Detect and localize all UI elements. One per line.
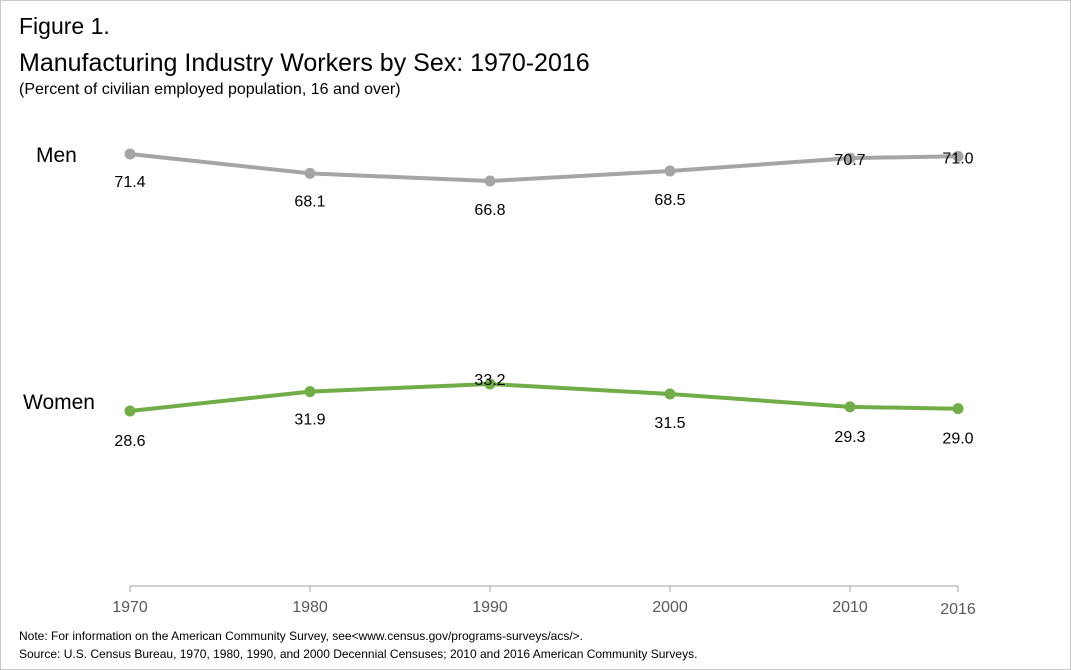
data-label-women: 29.0	[942, 431, 973, 448]
data-point-men	[664, 165, 676, 177]
data-label-men: 71.0	[942, 150, 973, 167]
x-tick-label: 2000	[652, 599, 688, 616]
series-label-men: Men	[36, 144, 77, 167]
data-label-men: 71.4	[114, 174, 145, 191]
data-label-women: 31.9	[294, 412, 325, 429]
series-label-women: Women	[23, 391, 95, 414]
data-label-men: 70.7	[834, 152, 865, 169]
data-point-women	[664, 388, 676, 400]
data-label-men: 68.5	[654, 192, 685, 209]
x-tick-label: 2016	[940, 601, 976, 618]
data-point-women	[484, 378, 496, 390]
figure-label: Figure 1.	[19, 13, 110, 39]
series-line-women	[129, 382, 959, 413]
x-tick-label: 1970	[112, 599, 148, 616]
data-label-men: 66.8	[474, 202, 505, 219]
data-point-men	[952, 150, 964, 162]
data-label-women: 29.3	[834, 429, 865, 446]
x-tick-label: 1990	[472, 599, 508, 616]
data-point-men	[484, 175, 496, 187]
data-label-women: 31.5	[654, 415, 685, 432]
data-point-men	[844, 152, 856, 164]
x-tick-label: 1980	[292, 599, 328, 616]
data-point-women	[124, 405, 136, 417]
data-point-women	[304, 386, 316, 398]
data-point-women	[952, 403, 964, 415]
data-label-women: 28.6	[114, 433, 145, 450]
data-label-men: 68.1	[294, 193, 325, 210]
data-label-women: 33.2	[474, 372, 505, 389]
chart-subtitle: (Percent of civilian employed population…	[19, 81, 401, 98]
series-line-men	[129, 152, 959, 183]
note-text: Note: For information on the American Co…	[19, 629, 584, 643]
x-tick-label: 2010	[832, 599, 868, 616]
chart-title: Manufacturing Industry Workers by Sex: 1…	[19, 49, 590, 77]
source-text: Source: U.S. Census Bureau, 1970, 1980, …	[19, 647, 698, 661]
data-point-men	[304, 167, 316, 179]
data-point-men	[124, 148, 136, 160]
data-point-women	[844, 401, 856, 413]
